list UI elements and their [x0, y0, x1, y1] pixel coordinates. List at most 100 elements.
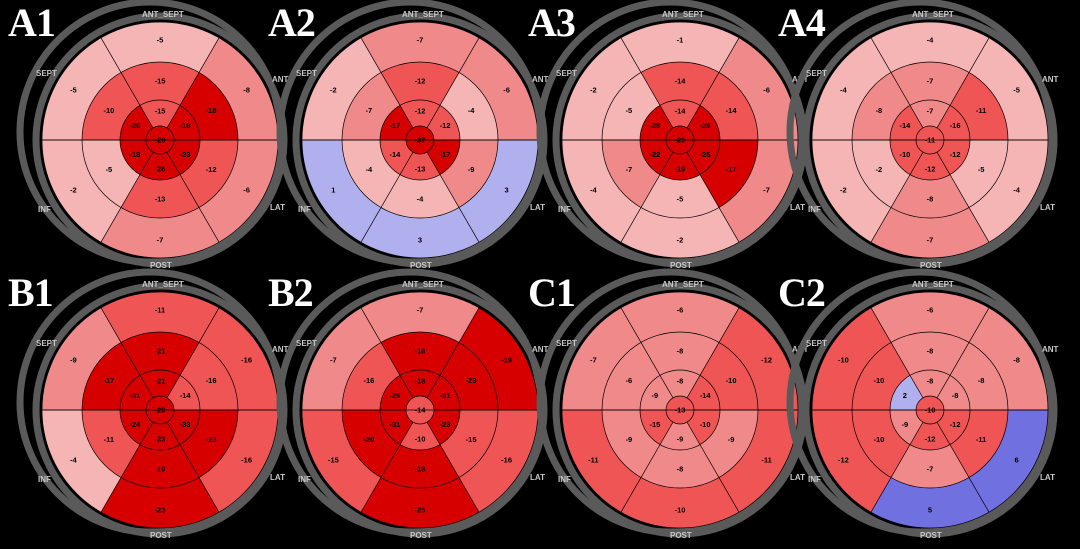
mid-segment	[82, 342, 140, 410]
orientation-label-lower-right: LAT	[1040, 203, 1055, 212]
segment-value: -13	[675, 406, 686, 415]
apical-segment	[910, 370, 950, 398]
mid-segment	[700, 72, 758, 140]
segment-value: -12	[925, 165, 936, 174]
mid-segment	[381, 444, 459, 488]
mid-segment	[121, 174, 199, 219]
orientation-label-bottom: POST	[670, 261, 692, 270]
segment-value: -14	[415, 406, 427, 415]
segment-value: -20	[129, 121, 140, 130]
orientation-label-top: ANT_SEPT	[142, 10, 184, 19]
mid-segment	[342, 140, 400, 208]
bullseye-plot: -7 -6 3 3 1 -2 -12 -4 -9 -4 -4 -7 -12 -12 -17 -13 -14 -17…	[276, 0, 548, 268]
basal-segment	[42, 307, 121, 410]
mid-segment	[641, 174, 719, 219]
bullseye-panel-b2: -7 -19 -16 -25 -15 -7 -18 -23 -15 -18 -20 -16 -18 -31…	[268, 268, 570, 545]
mid-segment	[891, 62, 969, 106]
basal-segment	[302, 410, 381, 513]
mid-segment	[440, 72, 498, 140]
orientation-label-upper-right: ANT	[532, 75, 549, 84]
bullseye-plot: -5 -8 -6 -7 -2 -5 -15 -18 -12 -13 -5 -10 -15 -18 -23 -2…	[16, 0, 288, 268]
mid-segment	[440, 342, 498, 410]
mid-segment	[891, 444, 969, 488]
basal-segment	[562, 37, 641, 140]
mid-segment	[180, 140, 238, 208]
segment-value: -25	[700, 150, 711, 159]
grid-spoke	[620, 421, 674, 513]
basal-segment	[302, 140, 381, 243]
segment-value: -29	[155, 406, 166, 415]
bullseye-plot: -6 -12 -11 -10 -11 -7 -8 -10 -9 -8 -9 -6 -8 -14 -10 -9 -…	[536, 268, 808, 538]
outer-ring	[292, 12, 548, 268]
segment-value: -10	[925, 406, 936, 415]
segment-value: -7	[927, 465, 934, 474]
mid-segment	[82, 72, 140, 140]
segment-value: -23	[155, 506, 166, 515]
segment-value: -25	[675, 136, 686, 145]
segment-value: -11	[976, 435, 986, 444]
segment-value: -4	[840, 86, 847, 95]
segment-value: -4	[590, 186, 597, 195]
orientation-label-lower-left: INF	[38, 205, 51, 214]
segment-value: -7	[763, 186, 770, 195]
segment-value: -18	[206, 106, 217, 115]
orientation-label-upper-right: ANT	[1042, 75, 1059, 84]
mid-segment	[602, 342, 660, 410]
orientation-label-lower-right: LAT	[270, 203, 285, 212]
mid-segment	[950, 342, 1008, 410]
orientation-label-upper-right: ANT	[272, 75, 289, 84]
mid-segment	[121, 444, 199, 488]
mid-segment	[342, 72, 400, 140]
segment-value: -7	[417, 36, 424, 45]
segment-value: -19	[501, 356, 512, 365]
orientation-label-upper-left: SEPT	[296, 339, 317, 348]
orientation-label-lower-left: INF	[298, 475, 311, 484]
orientation-label-lower-right: LAT	[530, 203, 545, 212]
segment-value: -7	[927, 107, 934, 116]
basal-segment	[199, 410, 278, 513]
grid-spoke	[100, 151, 154, 243]
segment-value: -29	[155, 136, 166, 145]
bullseye-panel-a3: -1 -6 -7 -2 -4 -2 -14 -14 -17 -5 -7 -5 -14 -28 -25 -19 -…	[528, 0, 830, 275]
segment-value: -2	[70, 186, 77, 195]
panel-label: B1	[8, 270, 54, 315]
apical-segment	[660, 370, 700, 398]
apical-segment	[140, 422, 180, 450]
basal-segment	[719, 410, 798, 513]
mid-segment	[180, 410, 238, 478]
basal-segment	[302, 307, 381, 410]
mid-segment	[641, 332, 719, 376]
segment-value: -4	[70, 456, 77, 465]
mid-segment	[121, 62, 199, 106]
grid-spoke	[620, 307, 674, 399]
segment-value: -5	[106, 165, 113, 174]
segment-value: -7	[157, 236, 164, 245]
segment-value: -8	[243, 86, 250, 95]
orientation-label-upper-right: ANT	[532, 345, 549, 354]
basal-segment	[42, 410, 121, 513]
segment-value: -14	[675, 77, 687, 86]
segment-value: -5	[978, 165, 985, 174]
segment-value: -5	[677, 195, 684, 204]
basal-segment	[969, 307, 1048, 410]
mid-segment	[121, 332, 199, 376]
apical-segment	[400, 422, 440, 450]
mid-segment	[950, 140, 1008, 208]
basal-segment	[621, 21, 739, 73]
segment-value: -10	[838, 356, 849, 365]
segment-value: -23	[155, 435, 166, 444]
basal-segment	[199, 307, 278, 410]
segment-value: -17	[389, 121, 400, 130]
outer-ring	[292, 282, 548, 538]
segment-value: -22	[649, 150, 660, 159]
basal-segment	[562, 307, 641, 410]
segment-value: -17	[103, 376, 114, 385]
basal-segment	[812, 410, 891, 513]
basal-segment	[459, 410, 538, 513]
mid-segment	[950, 72, 1008, 140]
grid-spoke	[426, 307, 480, 399]
grid-spoke	[686, 37, 740, 129]
mid-segment	[440, 410, 498, 478]
grid-spoke	[360, 151, 414, 243]
